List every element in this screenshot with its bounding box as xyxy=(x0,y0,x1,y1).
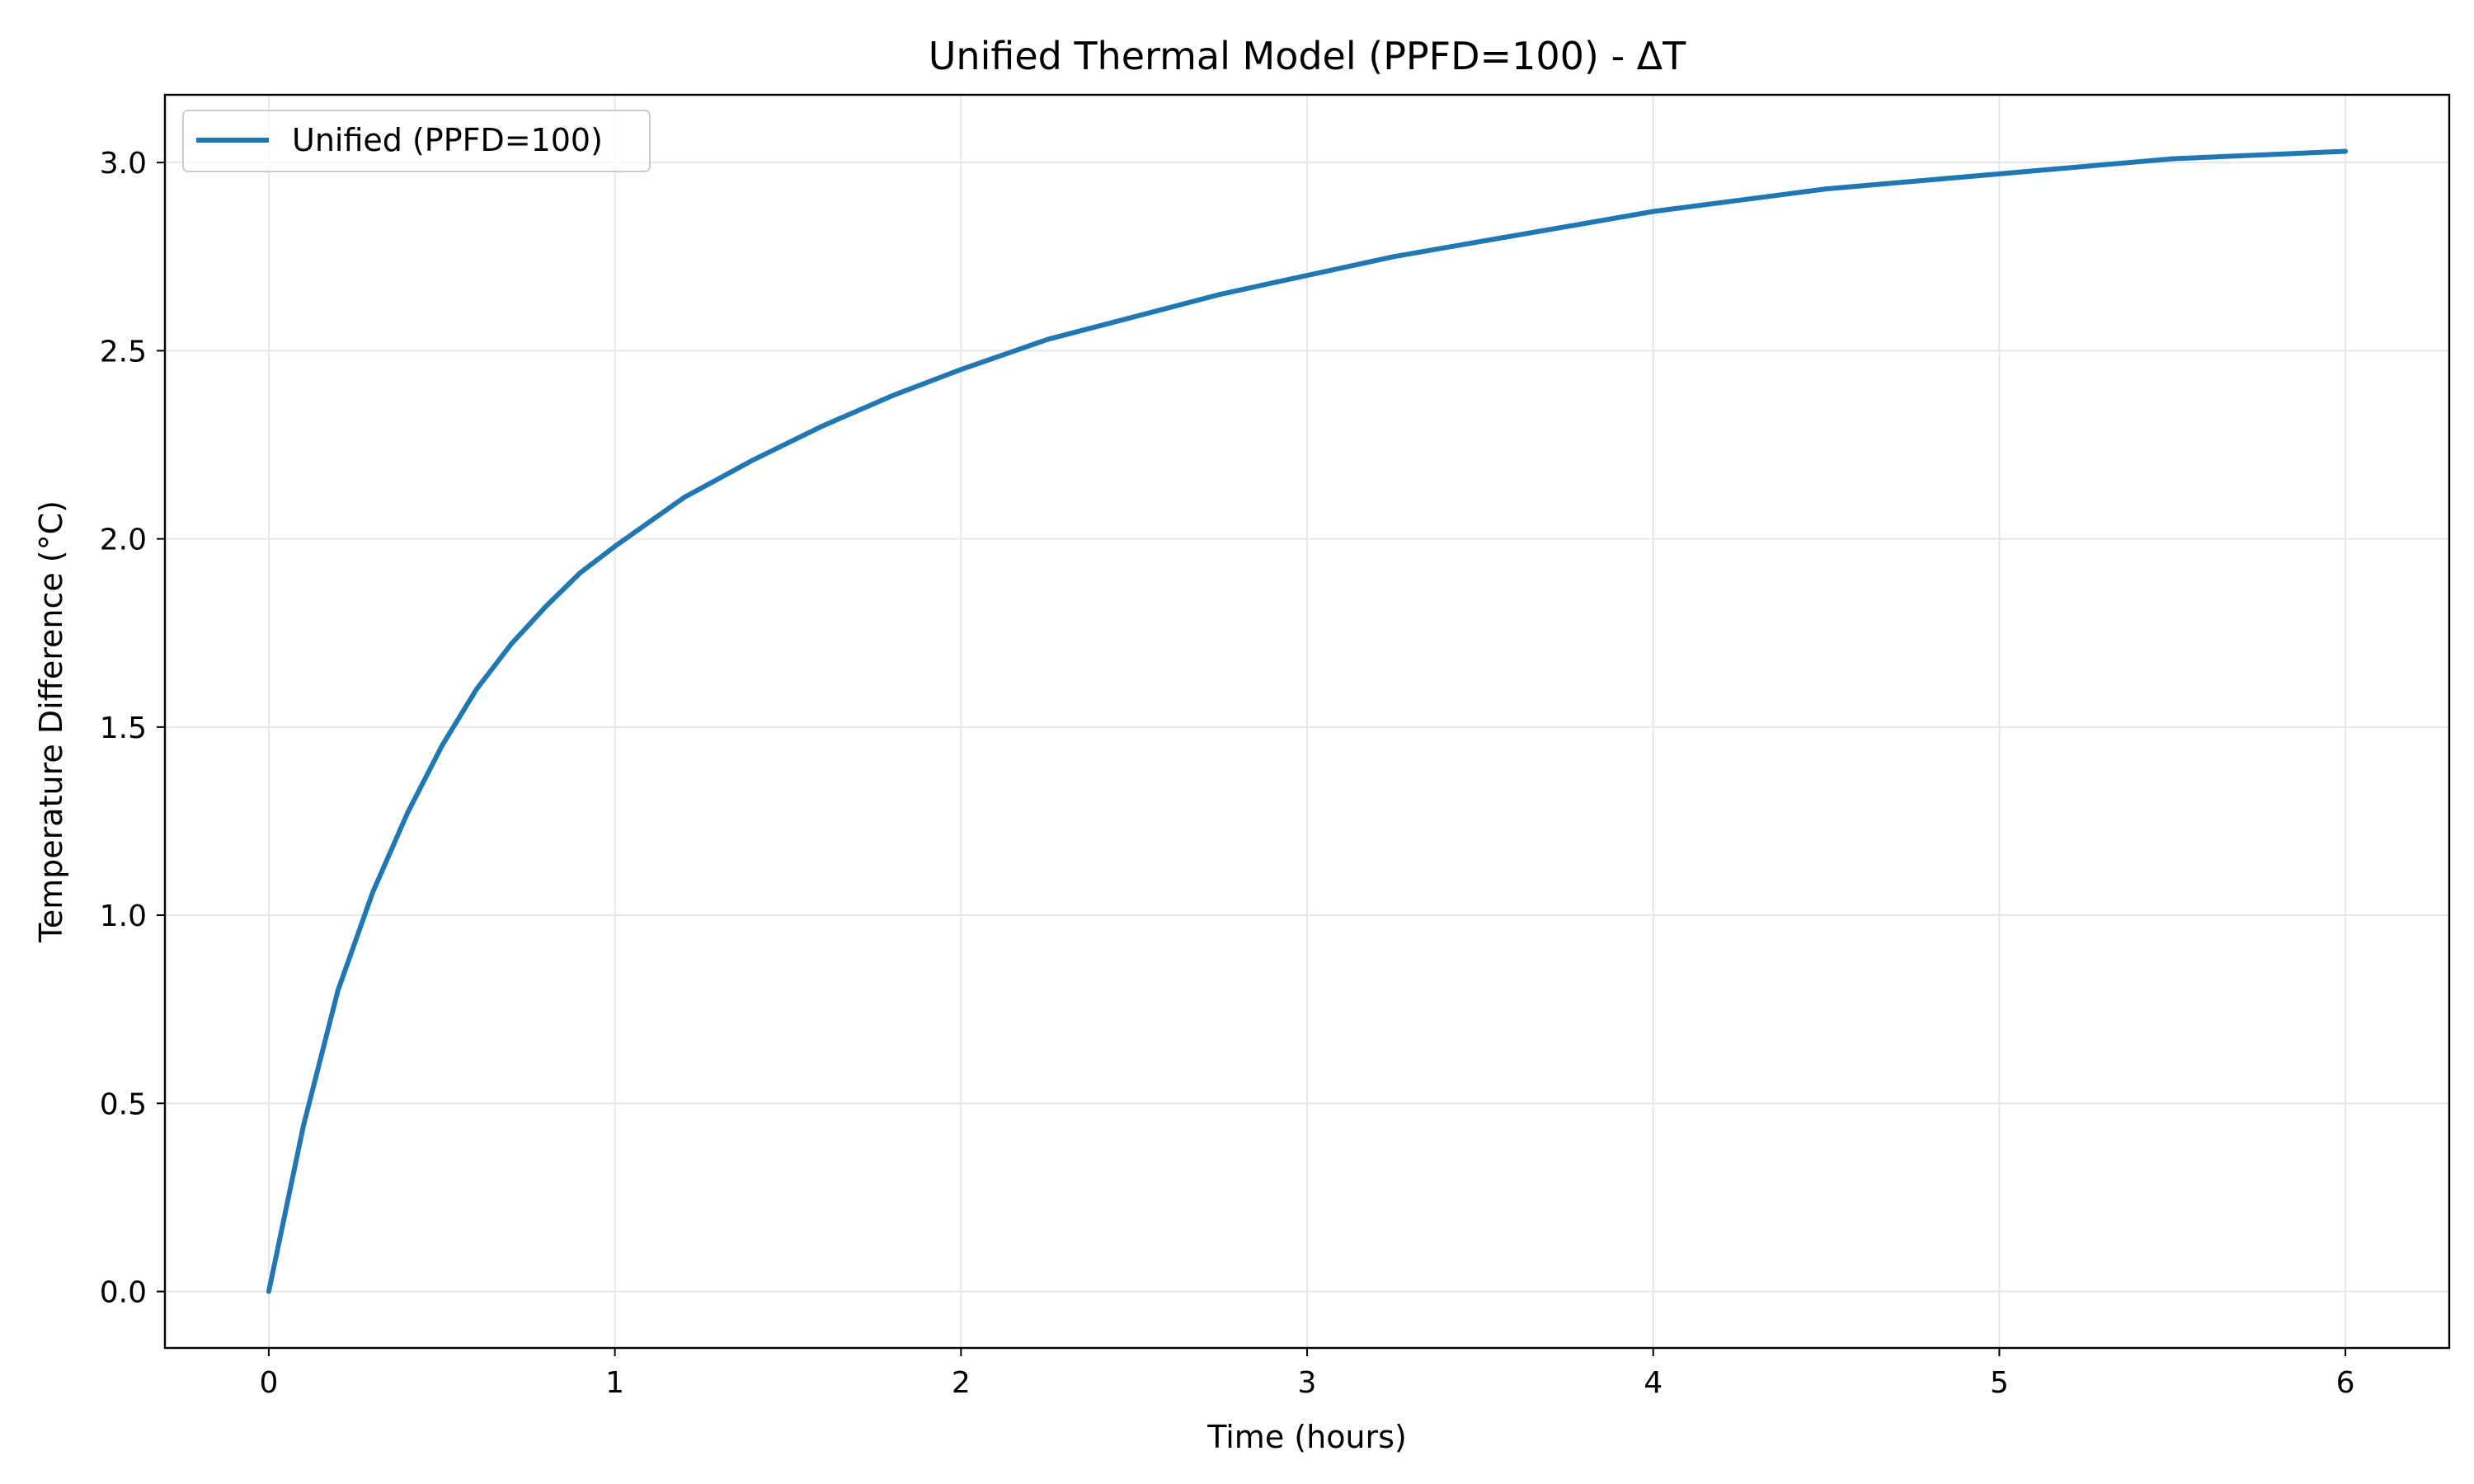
series-layer xyxy=(266,148,2349,1294)
legend-label: Unified (PPFD=100) xyxy=(292,122,603,158)
grid-lines xyxy=(165,95,2449,1348)
x-tick-label: 4 xyxy=(1644,1366,1663,1400)
y-tick-label: 1.5 xyxy=(100,711,147,745)
y-tick-label: 1.0 xyxy=(100,899,147,933)
y-tick-label: 0.5 xyxy=(100,1087,147,1121)
x-tick-label: 0 xyxy=(259,1366,278,1400)
axis-ticks: 0 1 2 3 4 5 6 0.0 0.5 1.0 1.5 2.0 2.5 3.0 xyxy=(100,147,2355,1400)
legend-box xyxy=(182,110,651,172)
y-axis-label: Temperature Difference (°C) xyxy=(33,500,69,943)
x-tick-label: 6 xyxy=(2336,1366,2355,1400)
x-tick-label: 1 xyxy=(605,1366,624,1400)
y-tick-label: 2.0 xyxy=(100,524,147,557)
y-tick-label: 3.0 xyxy=(100,147,147,181)
x-tick-label: 5 xyxy=(1990,1366,2009,1400)
y-tick-label: 2.5 xyxy=(100,335,147,369)
y-tick-label: 0.0 xyxy=(100,1276,147,1310)
x-tick-label: 3 xyxy=(1298,1366,1317,1400)
x-axis-label: Time (hours) xyxy=(1206,1419,1407,1455)
chart-title: Unified Thermal Model (PPFD=100) - ΔT xyxy=(929,34,1686,78)
series-line xyxy=(266,148,2349,1294)
legend: Unified (PPFD=100) xyxy=(182,110,651,172)
x-tick-label: 2 xyxy=(952,1366,971,1400)
